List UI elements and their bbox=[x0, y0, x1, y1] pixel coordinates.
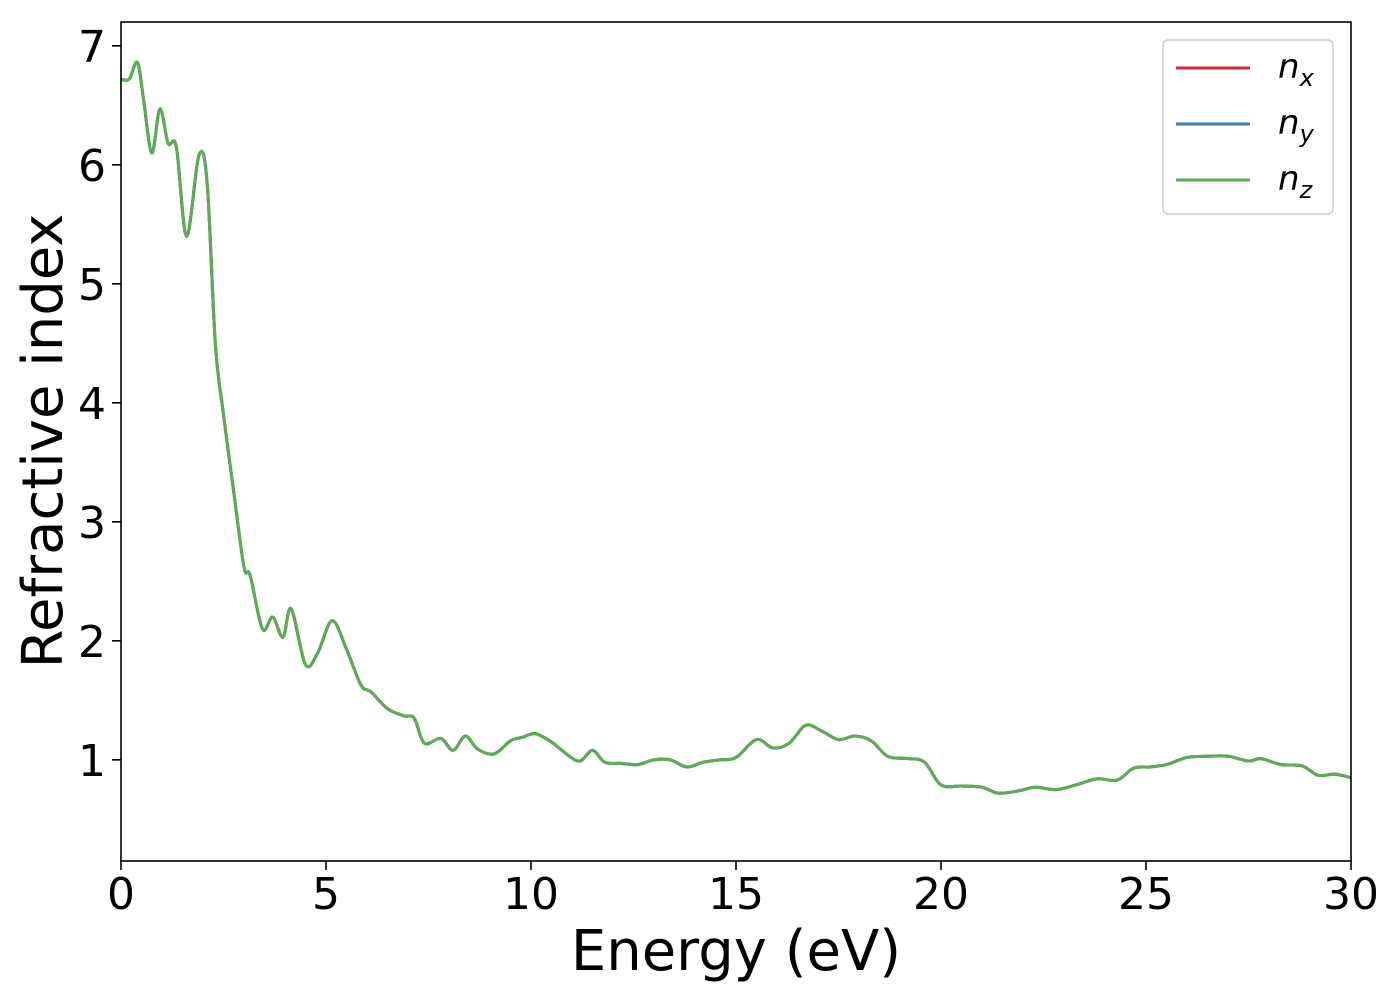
series-layer bbox=[121, 60, 1351, 795]
legend-label: nz bbox=[1278, 159, 1314, 204]
legend-label: nx bbox=[1278, 47, 1315, 92]
x-tick-label: 15 bbox=[708, 869, 764, 920]
x-axis-ticks: 0 5 10 15 20 25 30 bbox=[107, 861, 1379, 920]
x-tick-label: 0 bbox=[107, 869, 135, 920]
y-tick-label: 4 bbox=[78, 379, 106, 430]
y-tick-label: 1 bbox=[78, 736, 106, 787]
y-tick-label: 6 bbox=[78, 141, 106, 192]
legend: nx ny nz bbox=[1162, 39, 1334, 215]
y-axis-label: Refractive index bbox=[11, 214, 76, 669]
x-axis-label: Energy (eV) bbox=[571, 919, 901, 984]
y-tick-label: 3 bbox=[78, 498, 106, 549]
x-tick-label: 25 bbox=[1118, 869, 1174, 920]
legend-label: ny bbox=[1278, 103, 1315, 148]
y-axis-ticks: 1 2 3 4 5 6 7 bbox=[78, 22, 121, 787]
y-tick-label: 2 bbox=[78, 617, 106, 668]
y-tick-label: 7 bbox=[78, 22, 106, 73]
legend-box bbox=[1162, 39, 1334, 215]
x-tick-label: 10 bbox=[503, 869, 559, 920]
x-tick-label: 30 bbox=[1323, 869, 1379, 920]
y-tick-label: 5 bbox=[78, 260, 106, 311]
x-tick-label: 5 bbox=[312, 869, 340, 920]
x-tick-label: 20 bbox=[913, 869, 969, 920]
series-line-n-z bbox=[121, 60, 1351, 795]
